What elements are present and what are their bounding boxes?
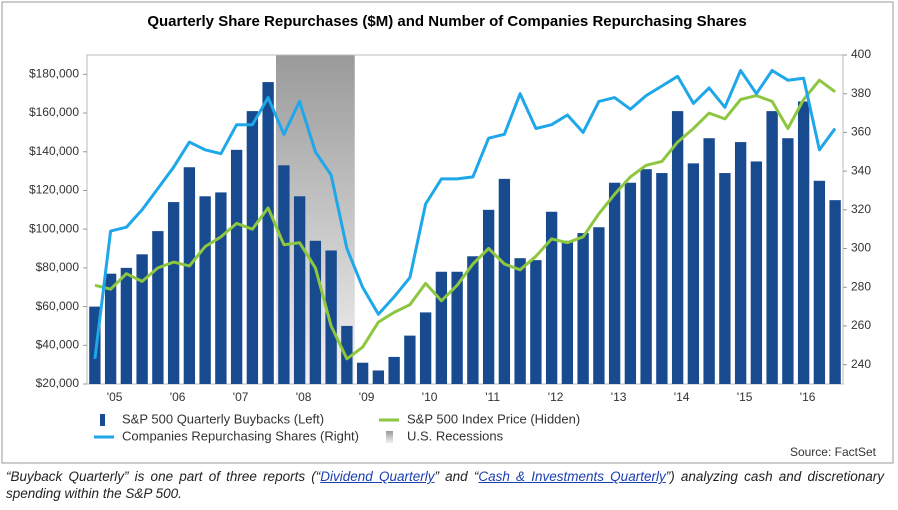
caption-link[interactable]: Cash & Investments Quarterly xyxy=(478,469,666,484)
legend-label: S&P 500 Quarterly Buybacks (Left) xyxy=(122,411,324,426)
x-tick-label: '08 xyxy=(296,390,312,404)
bar xyxy=(671,111,684,384)
y2-tick-label: 280 xyxy=(851,279,871,293)
bar xyxy=(703,138,715,384)
bar xyxy=(372,370,385,384)
bar xyxy=(309,240,322,384)
y-tick-label: $120,000 xyxy=(29,183,79,197)
legend-swatch xyxy=(386,431,393,443)
y2-tick-label: 380 xyxy=(851,86,871,100)
bar xyxy=(797,101,810,385)
x-tick-label: '14 xyxy=(674,390,690,404)
source: Source: FactSet xyxy=(790,445,877,459)
x-tick-label: '13 xyxy=(611,390,627,404)
legend-label: U.S. Recessions xyxy=(407,428,504,443)
legend-swatch xyxy=(100,414,105,426)
bar xyxy=(530,260,542,384)
caption-text: ”) analyzing cash and discretionary spen… xyxy=(6,469,884,501)
y-tick-label: $40,000 xyxy=(36,337,80,351)
y2-tick-label: 320 xyxy=(851,202,871,216)
bar xyxy=(624,182,637,384)
caption: “Buyback Quarterly” is one part of three… xyxy=(6,468,884,502)
bar xyxy=(593,227,605,384)
y-tick-label: $140,000 xyxy=(29,144,79,158)
bar xyxy=(719,173,731,384)
bar xyxy=(183,167,196,384)
bar xyxy=(687,163,700,384)
bar xyxy=(246,111,259,384)
bar xyxy=(89,306,101,384)
chart-title: Quarterly Share Repurchases ($M) and Num… xyxy=(147,13,746,30)
bar xyxy=(482,209,495,384)
x-tick-label: '09 xyxy=(359,390,375,404)
y2-tick-label: 240 xyxy=(851,357,871,371)
bar xyxy=(341,325,353,384)
bar xyxy=(435,271,448,384)
y-tick-label: $180,000 xyxy=(29,67,79,81)
bar xyxy=(561,240,574,384)
x-tick-label: '07 xyxy=(233,390,249,404)
y2-tick-label: 340 xyxy=(851,163,871,177)
y-tick-label: $20,000 xyxy=(36,376,80,390)
plot-frame xyxy=(86,54,844,385)
x-tick-label: '10 xyxy=(422,390,438,404)
y-tick-label: $80,000 xyxy=(36,260,80,274)
line xyxy=(94,78,836,361)
bar xyxy=(215,192,227,384)
y2-tick-label: 360 xyxy=(851,125,871,139)
bar xyxy=(152,231,164,384)
bar xyxy=(766,111,778,384)
y-tick-label: $100,000 xyxy=(29,221,79,235)
bar xyxy=(230,149,243,384)
bar xyxy=(167,202,180,384)
bar xyxy=(608,182,621,384)
legend-label: S&P 500 Index Price (Hidden) xyxy=(407,411,580,426)
y2-tick-label: 300 xyxy=(851,241,871,255)
bar xyxy=(829,200,841,384)
bar xyxy=(104,273,117,384)
x-tick-label: '12 xyxy=(548,390,564,404)
bar xyxy=(782,138,794,384)
x-tick-label: '16 xyxy=(800,390,816,404)
caption-link[interactable]: Dividend Quarterly xyxy=(320,469,435,484)
caption-text: ” and “ xyxy=(434,469,479,484)
bar xyxy=(656,173,668,384)
y2-tick-label: 260 xyxy=(851,318,871,332)
bar xyxy=(545,211,558,384)
x-tick-label: '06 xyxy=(170,390,186,404)
bar xyxy=(262,82,274,384)
bar xyxy=(498,178,511,384)
bar xyxy=(278,165,290,384)
bar xyxy=(734,142,747,384)
bar xyxy=(388,356,400,384)
line xyxy=(93,69,837,359)
x-tick-label: '11 xyxy=(485,390,500,404)
x-tick-label: '15 xyxy=(737,390,753,404)
bar xyxy=(451,271,463,384)
bar xyxy=(514,258,526,384)
bar xyxy=(419,312,432,384)
bar xyxy=(813,180,826,384)
caption-text: “Buyback Quarterly” is one part of three… xyxy=(6,469,321,484)
bar xyxy=(467,256,479,384)
chart: Quarterly Share Repurchases ($M) and Num… xyxy=(1,1,894,464)
y-tick-label: $60,000 xyxy=(36,299,80,313)
bar xyxy=(199,196,211,384)
bar xyxy=(404,335,416,384)
y-tick-label: $160,000 xyxy=(29,105,79,119)
legend-label: Companies Repurchasing Shares (Right) xyxy=(122,428,359,443)
bar xyxy=(356,362,369,384)
bar xyxy=(640,169,652,384)
y2-tick-label: 400 xyxy=(851,47,871,61)
bar xyxy=(120,267,133,384)
bar xyxy=(577,233,589,384)
bar xyxy=(136,254,148,384)
bar xyxy=(325,250,337,384)
bar xyxy=(750,161,763,384)
x-tick-label: '05 xyxy=(107,390,123,404)
bar xyxy=(293,196,306,384)
